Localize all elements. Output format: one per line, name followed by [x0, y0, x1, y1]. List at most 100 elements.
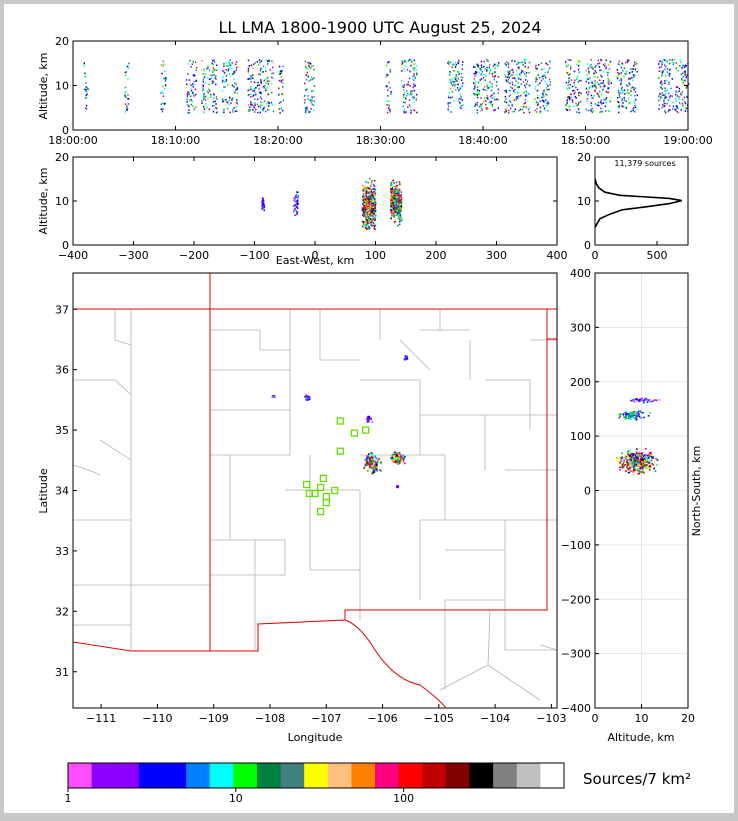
- source-point: [585, 80, 587, 83]
- source-point: [256, 61, 258, 63]
- source-point: [587, 67, 589, 70]
- source-point: [645, 457, 648, 460]
- source-point: [371, 213, 373, 216]
- source-point: [607, 91, 609, 94]
- source-point: [458, 73, 460, 75]
- source-point: [620, 82, 622, 84]
- source-point: [296, 202, 299, 204]
- source-point: [260, 67, 262, 70]
- source-point: [394, 211, 397, 213]
- source-point: [400, 205, 403, 208]
- source-point: [165, 77, 167, 79]
- source-point: [636, 94, 638, 96]
- source-point: [365, 209, 367, 211]
- source-point: [394, 196, 397, 198]
- source-point: [480, 69, 482, 71]
- source-point: [126, 108, 128, 111]
- source-point: [226, 101, 228, 103]
- source-point: [233, 72, 235, 75]
- source-point: [684, 102, 687, 105]
- source-point: [403, 61, 405, 63]
- source-point: [124, 94, 126, 97]
- source-point: [637, 473, 640, 475]
- source-point: [661, 92, 663, 94]
- source-point: [574, 91, 576, 94]
- source-point: [304, 94, 306, 97]
- source-point: [514, 108, 516, 111]
- source-point: [361, 209, 364, 211]
- source-point: [394, 202, 396, 205]
- source-point: [455, 74, 457, 76]
- source-point: [369, 453, 371, 456]
- source-point: [236, 110, 238, 112]
- source-point: [626, 61, 629, 63]
- source-point: [311, 103, 313, 106]
- source-point: [370, 466, 373, 469]
- source-point: [391, 197, 393, 200]
- source-point: [202, 80, 204, 83]
- source-point: [371, 452, 373, 455]
- source-point: [629, 457, 631, 460]
- source-point: [296, 201, 299, 203]
- source-point: [628, 413, 630, 415]
- source-point: [222, 100, 225, 102]
- source-point: [481, 71, 483, 73]
- source-point: [453, 85, 455, 88]
- source-point: [608, 68, 611, 70]
- source-point: [497, 92, 499, 94]
- source-point: [493, 96, 495, 98]
- source-point: [228, 62, 231, 65]
- county-lines-north: [210, 310, 441, 371]
- source-point: [386, 73, 388, 76]
- source-point: [225, 75, 227, 77]
- source-point: [511, 87, 514, 90]
- source-point: [620, 458, 623, 460]
- source-point: [617, 105, 619, 108]
- source-point: [534, 98, 536, 100]
- source-point: [221, 81, 224, 83]
- source-point: [507, 62, 510, 65]
- source-point: [640, 466, 643, 469]
- source-point: [625, 470, 627, 472]
- source-point: [273, 395, 275, 398]
- source-point: [609, 60, 612, 63]
- source-point: [247, 59, 250, 62]
- source-point: [643, 401, 645, 403]
- source-point: [636, 398, 638, 400]
- source-point: [163, 77, 165, 79]
- source-point: [625, 417, 627, 419]
- source-point: [258, 91, 261, 94]
- source-point: [473, 72, 475, 75]
- source-point: [306, 107, 308, 109]
- source-point: [522, 71, 525, 73]
- source-point: [259, 81, 262, 83]
- source-point: [633, 400, 635, 402]
- source-point: [542, 94, 544, 96]
- source-point: [387, 95, 389, 97]
- source-point: [163, 87, 166, 90]
- source-point: [543, 68, 545, 70]
- source-point: [608, 87, 610, 89]
- northsouth-xlabel: Altitude, km: [607, 731, 674, 744]
- source-point: [399, 197, 402, 199]
- source-point: [525, 106, 527, 109]
- source-point: [524, 86, 527, 89]
- station-marker: [302, 480, 311, 489]
- source-point: [247, 69, 250, 72]
- source-point: [594, 76, 596, 78]
- source-point: [634, 69, 636, 71]
- source-point: [514, 77, 516, 80]
- source-point: [632, 461, 635, 464]
- source-point: [204, 73, 207, 76]
- source-point: [395, 181, 398, 184]
- source-point: [631, 460, 634, 463]
- source-point: [278, 92, 280, 95]
- source-point: [449, 87, 452, 90]
- source-point: [514, 84, 516, 87]
- source-point: [368, 417, 370, 420]
- source-point: [625, 100, 627, 102]
- source-point: [257, 111, 259, 114]
- source-point: [372, 197, 374, 199]
- source-point: [282, 99, 285, 102]
- source-point: [457, 88, 460, 91]
